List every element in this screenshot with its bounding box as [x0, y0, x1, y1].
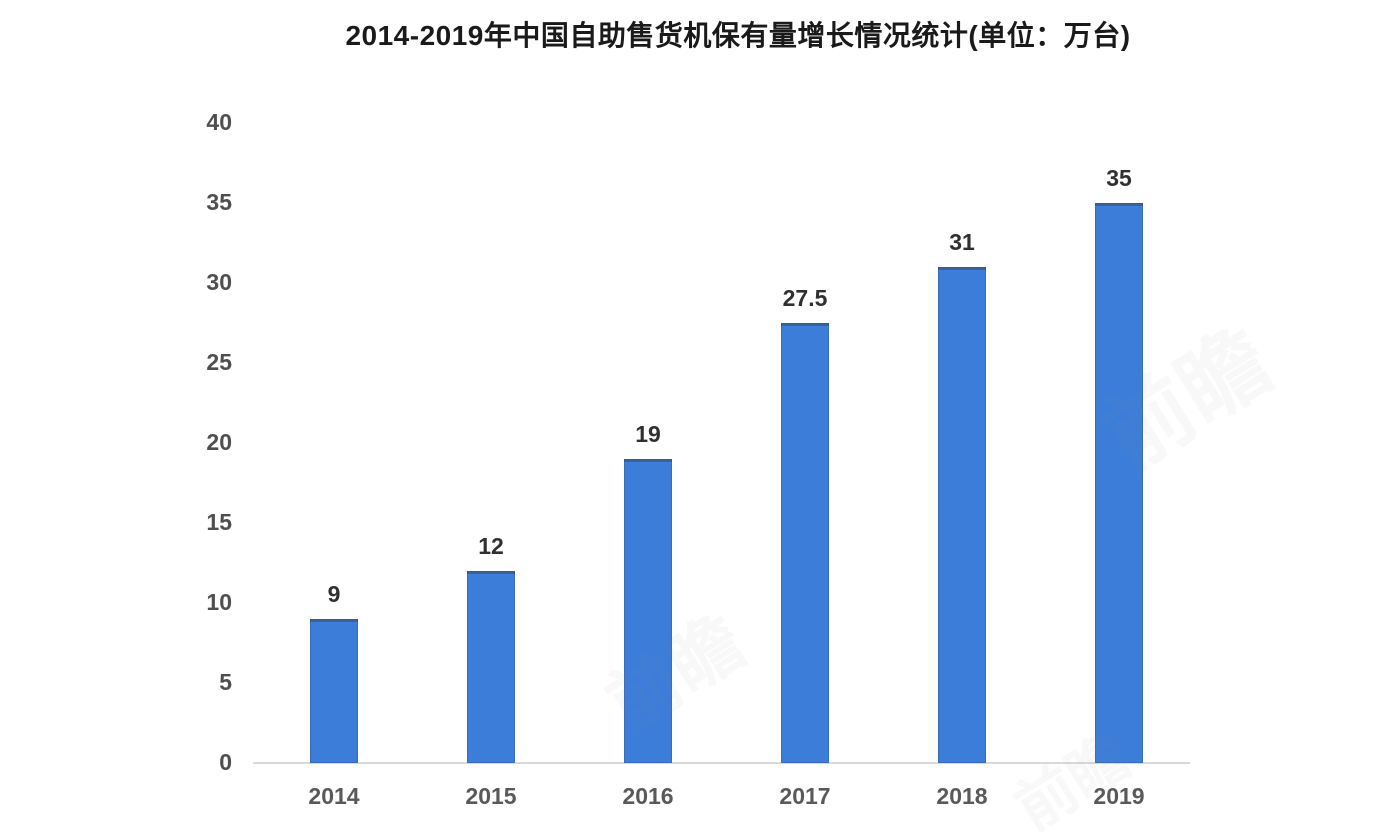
x-axis-line [253, 762, 1190, 764]
bar-value-label: 9 [327, 581, 341, 607]
bar-value-label: 12 [478, 533, 504, 559]
bar-2017 [781, 323, 829, 763]
y-tick-label: 15 [206, 508, 232, 535]
watermark-text: 前瞻 [593, 601, 759, 746]
y-tick-label: 35 [206, 188, 232, 215]
bar-value-label: 31 [949, 229, 975, 255]
y-tick-label: 20 [206, 428, 232, 455]
bar-2018 [938, 267, 986, 763]
y-tick-label: 10 [206, 588, 232, 615]
x-tick-label: 2018 [936, 783, 988, 809]
y-tick-label: 25 [206, 348, 232, 375]
y-tick-label: 0 [219, 748, 232, 775]
x-tick-label: 2017 [779, 783, 831, 809]
y-tick-label: 5 [219, 668, 232, 695]
x-tick-label: 2014 [308, 783, 360, 809]
x-tick-label: 2016 [622, 783, 674, 809]
chart-title: 2014-2019年中国自助售货机保有量增长情况统计(单位：万台) [345, 20, 1131, 51]
bar-value-label: 35 [1106, 165, 1132, 191]
bar-2015 [467, 571, 515, 763]
x-tick-label: 2019 [1093, 783, 1145, 809]
bar-2016 [624, 459, 672, 763]
y-tick-label: 40 [206, 108, 232, 135]
bar-2019 [1095, 203, 1143, 763]
bar-value-label: 19 [635, 421, 661, 447]
x-tick-label: 2015 [465, 783, 517, 809]
bar-value-label: 27.5 [782, 285, 828, 311]
bar-2014 [310, 619, 358, 763]
y-tick-label: 30 [206, 268, 232, 295]
